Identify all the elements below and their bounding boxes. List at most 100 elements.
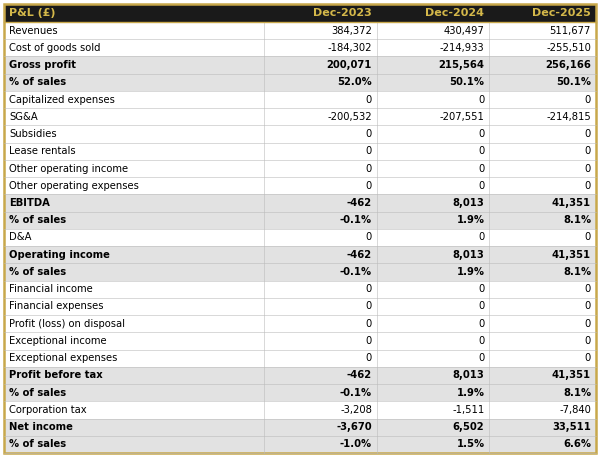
Text: Subsidies: Subsidies: [9, 129, 56, 139]
Text: 0: 0: [585, 164, 591, 174]
Bar: [4, 263, 596, 281]
Text: 8.1%: 8.1%: [563, 388, 591, 398]
Text: 8,013: 8,013: [452, 198, 484, 208]
Text: -462: -462: [347, 198, 372, 208]
Text: 0: 0: [478, 95, 484, 105]
Text: 0: 0: [366, 284, 372, 294]
Text: -255,510: -255,510: [546, 43, 591, 53]
Text: -3,670: -3,670: [337, 422, 372, 432]
Bar: [4, 143, 596, 160]
Text: 0: 0: [478, 284, 484, 294]
Text: Capitalized expenses: Capitalized expenses: [9, 95, 115, 105]
Bar: [4, 298, 596, 315]
Text: 430,497: 430,497: [443, 26, 484, 36]
Text: 0: 0: [366, 129, 372, 139]
Text: Gross profit: Gross profit: [9, 60, 76, 70]
Text: Net income: Net income: [9, 422, 73, 432]
Text: 6,502: 6,502: [453, 422, 484, 432]
Text: 511,677: 511,677: [550, 26, 591, 36]
Text: SG&A: SG&A: [9, 112, 38, 122]
Text: 0: 0: [585, 233, 591, 243]
Text: % of sales: % of sales: [9, 439, 66, 449]
Text: -184,302: -184,302: [328, 43, 372, 53]
Text: 8,013: 8,013: [452, 250, 484, 260]
Text: Profit before tax: Profit before tax: [9, 371, 103, 380]
Text: Lease rentals: Lease rentals: [9, 146, 76, 156]
Text: Exceptional income: Exceptional income: [9, 336, 107, 346]
Text: 0: 0: [585, 284, 591, 294]
Text: 41,351: 41,351: [552, 250, 591, 260]
Text: Corporation tax: Corporation tax: [9, 405, 86, 415]
Text: Dec-2025: Dec-2025: [532, 8, 591, 18]
Text: 0: 0: [478, 319, 484, 329]
Text: -200,532: -200,532: [328, 112, 372, 122]
Text: Financial income: Financial income: [9, 284, 93, 294]
Text: 384,372: 384,372: [331, 26, 372, 36]
Text: Cost of goods sold: Cost of goods sold: [9, 43, 101, 53]
Text: 0: 0: [478, 129, 484, 139]
Text: 0: 0: [478, 353, 484, 363]
Text: Other operating income: Other operating income: [9, 164, 128, 174]
Text: 50.1%: 50.1%: [449, 77, 484, 87]
Text: 1.9%: 1.9%: [457, 215, 484, 225]
Text: 0: 0: [366, 336, 372, 346]
Text: 0: 0: [366, 181, 372, 191]
Text: 215,564: 215,564: [439, 60, 484, 70]
Text: Financial expenses: Financial expenses: [9, 302, 104, 312]
Text: 0: 0: [585, 336, 591, 346]
Text: 50.1%: 50.1%: [556, 77, 591, 87]
Bar: [4, 91, 596, 108]
Bar: [4, 22, 596, 39]
Bar: [4, 108, 596, 125]
Text: -0.1%: -0.1%: [340, 267, 372, 277]
Text: -1,511: -1,511: [452, 405, 484, 415]
Text: 41,351: 41,351: [552, 371, 591, 380]
Text: -214,815: -214,815: [546, 112, 591, 122]
Text: % of sales: % of sales: [9, 388, 66, 398]
Bar: [4, 74, 596, 91]
Text: 0: 0: [585, 302, 591, 312]
Text: 0: 0: [585, 95, 591, 105]
Text: 0: 0: [585, 319, 591, 329]
Text: 1.9%: 1.9%: [457, 388, 484, 398]
Text: 52.0%: 52.0%: [337, 77, 372, 87]
Bar: [4, 160, 596, 177]
Text: P&L (£): P&L (£): [9, 8, 56, 18]
Text: % of sales: % of sales: [9, 267, 66, 277]
Text: 0: 0: [585, 353, 591, 363]
Text: -462: -462: [347, 250, 372, 260]
Text: 8,013: 8,013: [452, 371, 484, 380]
Text: -7,840: -7,840: [559, 405, 591, 415]
Bar: [4, 39, 596, 57]
Text: 6.6%: 6.6%: [563, 439, 591, 449]
Text: 0: 0: [366, 302, 372, 312]
Text: 0: 0: [366, 233, 372, 243]
Text: -1.0%: -1.0%: [340, 439, 372, 449]
Text: 0: 0: [585, 181, 591, 191]
Text: -214,933: -214,933: [440, 43, 484, 53]
Bar: [4, 419, 596, 436]
Text: 256,166: 256,166: [545, 60, 591, 70]
Bar: [4, 229, 596, 246]
Bar: [4, 57, 596, 74]
Text: Revenues: Revenues: [9, 26, 58, 36]
Text: 1.5%: 1.5%: [457, 439, 484, 449]
Text: 0: 0: [478, 146, 484, 156]
Bar: [4, 315, 596, 332]
Text: -0.1%: -0.1%: [340, 388, 372, 398]
Text: 200,071: 200,071: [326, 60, 372, 70]
Text: 0: 0: [585, 129, 591, 139]
Text: 0: 0: [478, 164, 484, 174]
Text: 33,511: 33,511: [552, 422, 591, 432]
Text: Dec-2023: Dec-2023: [313, 8, 372, 18]
Text: % of sales: % of sales: [9, 77, 66, 87]
Text: Dec-2024: Dec-2024: [425, 8, 484, 18]
Bar: [4, 436, 596, 453]
Text: 0: 0: [478, 302, 484, 312]
Text: -462: -462: [347, 371, 372, 380]
Text: 0: 0: [478, 336, 484, 346]
Text: 8.1%: 8.1%: [563, 267, 591, 277]
Bar: [4, 194, 596, 212]
Text: 41,351: 41,351: [552, 198, 591, 208]
Bar: [4, 384, 596, 401]
